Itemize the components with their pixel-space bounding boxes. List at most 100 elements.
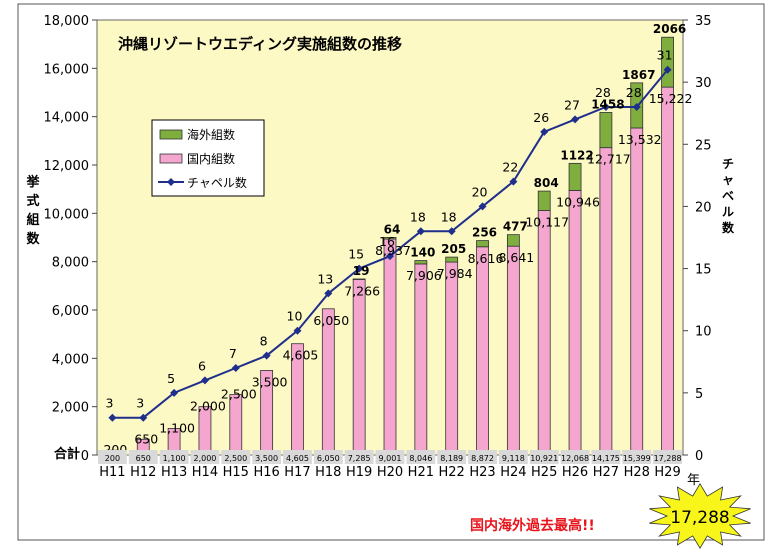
category-label: H20 [377, 465, 403, 480]
category-label: H22 [439, 465, 465, 480]
bar-domestic [353, 279, 365, 455]
chapel-data-label: 28 [595, 85, 611, 100]
right-axis-label-char: ャ [722, 173, 734, 187]
category-label: H15 [223, 465, 249, 480]
left-axis-label-char: 数 [26, 231, 40, 247]
chapel-data-label: 16 [379, 234, 395, 249]
left-tick-label: 2,000 [52, 401, 89, 416]
right-tick-label: 30 [695, 76, 712, 91]
totals-value: 17,288 [654, 454, 682, 463]
bar-domestic [631, 128, 643, 455]
chapel-data-label: 15 [348, 247, 364, 262]
category-label: H25 [531, 465, 557, 480]
chapel-data-label: 18 [441, 209, 457, 224]
overseas-data-label: 19 [353, 264, 370, 278]
overseas-data-label: 2066 [653, 22, 686, 36]
domestic-data-label: 650 [134, 431, 158, 446]
chapel-data-label: 18 [410, 209, 426, 224]
overseas-data-label: 256 [472, 226, 497, 240]
totals-value: 650 [136, 454, 151, 463]
bar-overseas [477, 241, 489, 247]
overseas-data-label: 205 [441, 242, 466, 256]
left-axis-label-char: 式 [26, 193, 39, 209]
category-label: H28 [624, 465, 650, 480]
totals-value: 2,500 [224, 454, 247, 463]
totals-value: 12,068 [561, 454, 589, 463]
left-axis-label-char: 組 [26, 212, 39, 228]
totals-value: 14,175 [592, 454, 620, 463]
totals-value: 9,118 [502, 454, 525, 463]
chapel-data-label: 27 [564, 97, 580, 112]
left-tick-label: 6,000 [52, 304, 89, 319]
right-tick-label: 0 [695, 449, 703, 464]
bar-domestic [199, 407, 211, 455]
overseas-data-label: 477 [503, 220, 528, 234]
right-tick-label: 35 [695, 14, 712, 29]
chapel-data-label: 31 [657, 48, 673, 63]
bar-domestic [230, 395, 242, 455]
bar-domestic [415, 264, 427, 455]
category-label: H27 [593, 465, 619, 480]
bar-overseas [507, 235, 519, 247]
chapel-data-label: 26 [533, 110, 549, 125]
category-label: H19 [346, 465, 372, 480]
domestic-data-label: 7,984 [437, 266, 473, 281]
left-tick-label: 16,000 [44, 62, 90, 77]
bar-domestic [477, 247, 489, 455]
chapel-data-label: 20 [472, 184, 488, 199]
totals-value: 3,500 [255, 454, 278, 463]
bar-domestic [507, 246, 519, 455]
right-tick-label: 5 [695, 387, 703, 402]
legend-label-domestic: 国内組数 [187, 151, 235, 166]
domestic-data-label: 1,100 [159, 420, 195, 435]
category-label: H12 [130, 465, 156, 480]
left-tick-label: 10,000 [44, 207, 90, 222]
bar-overseas [538, 191, 550, 210]
totals-value: 4,605 [286, 454, 309, 463]
category-label: H14 [192, 465, 218, 480]
left-tick-label: 14,000 [44, 111, 90, 126]
x-axis-suffix: 年 [687, 473, 700, 488]
left-tick-label: 8,000 [52, 256, 89, 271]
chapel-data-label: 7 [229, 346, 237, 361]
left-tick-label: 18,000 [44, 14, 90, 29]
totals-value: 15,399 [623, 454, 651, 463]
right-axis-label-char: 数 [722, 220, 735, 235]
bar-domestic [600, 148, 612, 455]
totals-value: 9,001 [379, 454, 402, 463]
left-axis-label-char: 挙 [25, 174, 40, 190]
category-label: H21 [408, 465, 434, 480]
bar-domestic [384, 239, 396, 455]
left-tick-label: 12,000 [44, 159, 90, 174]
bar-overseas [415, 261, 427, 264]
category-label: H17 [284, 465, 310, 480]
bar-domestic [662, 87, 674, 455]
chapel-data-label: 3 [136, 396, 144, 411]
right-tick-label: 15 [695, 263, 712, 278]
callout-text: 国内海外過去最高!! [470, 517, 595, 534]
chapel-data-label: 10 [287, 309, 303, 324]
totals-value: 8,046 [409, 454, 432, 463]
bar-domestic [446, 262, 458, 455]
category-label: H11 [99, 465, 125, 480]
right-axis-label-char: チ [722, 157, 734, 171]
overseas-data-label: 140 [410, 246, 435, 260]
totals-value: 7,285 [348, 454, 371, 463]
bar-domestic [538, 211, 550, 455]
domestic-data-label: 15,222 [649, 91, 693, 106]
domestic-data-label: 7,266 [344, 283, 380, 298]
totals-value: 200 [105, 454, 120, 463]
right-tick-label: 25 [695, 138, 712, 153]
domestic-data-label: 4,605 [283, 348, 319, 363]
totals-value: 6,050 [317, 454, 340, 463]
domestic-data-label: 13,532 [618, 132, 662, 147]
chapel-data-label: 8 [260, 334, 268, 349]
bar-overseas [600, 112, 612, 147]
chapel-data-label: 6 [198, 358, 206, 373]
totals-value: 10,921 [530, 454, 558, 463]
category-label: H24 [500, 465, 526, 480]
left-tick-label: 0 [81, 449, 89, 464]
legend-swatch-overseas [160, 130, 182, 139]
